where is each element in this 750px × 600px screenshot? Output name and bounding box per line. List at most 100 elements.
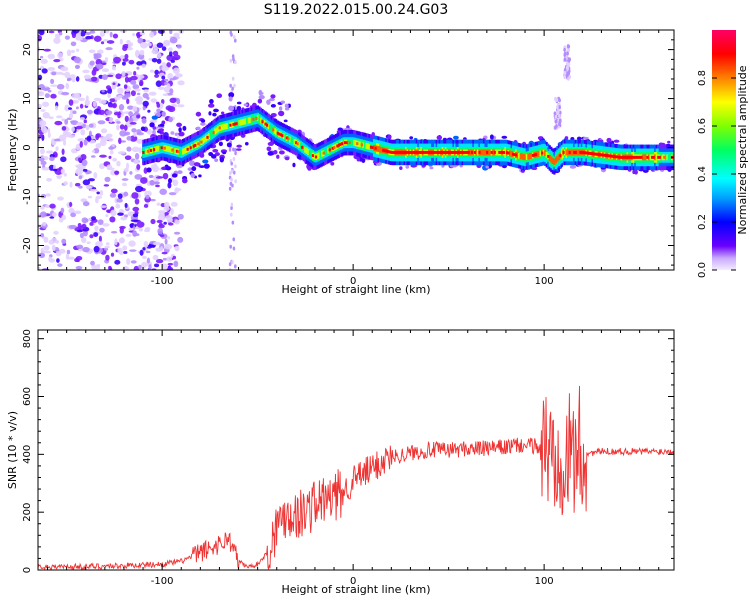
ridge-cell: [429, 150, 432, 154]
noise-blob: [147, 109, 151, 113]
noise-blob: [553, 111, 557, 116]
noise-blob: [155, 258, 164, 264]
noise-blob: [230, 177, 233, 182]
ridge-cell: [641, 154, 645, 161]
noise-blob: [174, 73, 183, 78]
noise-blob: [97, 120, 106, 125]
noise-blob: [554, 114, 558, 119]
noise-blob: [118, 250, 124, 256]
ridge-cell: [427, 150, 431, 154]
noise-blob: [134, 153, 140, 160]
ridge-cell: [183, 147, 186, 154]
noise-blob: [116, 198, 123, 203]
noise-blob: [48, 256, 53, 262]
noise-blob: [109, 31, 113, 38]
noise-blob: [75, 266, 83, 270]
ridge-cell: [609, 154, 612, 158]
noise-blob: [76, 259, 80, 263]
noise-blob: [95, 241, 103, 248]
ridge-cell: [510, 150, 513, 157]
ridge-halo: [193, 162, 200, 167]
ridge-halo: [634, 169, 638, 175]
noise-blob: [164, 212, 169, 216]
ridge-cell: [314, 155, 318, 159]
noise-blob: [158, 224, 165, 229]
snr-xtick-label: 100: [535, 576, 554, 587]
noise-blob: [234, 148, 237, 153]
noise-blob: [130, 80, 137, 85]
ridge-cell: [628, 155, 631, 159]
ridge-cell: [241, 119, 244, 126]
ridge-cell: [351, 139, 354, 146]
ridge-cell: [651, 155, 654, 159]
noise-blob: [64, 71, 71, 79]
snr-axes: -100 0 100 0 200 400 600 800: [22, 329, 674, 587]
noise-blob: [156, 42, 164, 48]
ridge-cell: [449, 150, 452, 154]
noise-blob: [106, 209, 111, 213]
noise-blob: [75, 143, 81, 151]
ridge-cell: [579, 150, 582, 154]
noise-blob: [38, 157, 45, 162]
ridge-cell: [143, 149, 146, 155]
noise-blob: [118, 137, 122, 145]
ridge-halo: [459, 164, 463, 168]
ridge-cell: [657, 155, 660, 159]
noise-blob: [56, 71, 64, 75]
ridge-cell: [669, 154, 672, 161]
noise-blob: [566, 51, 569, 56]
ridge-cell: [565, 149, 568, 156]
noise-blob: [121, 96, 128, 100]
noise-blob: [167, 72, 173, 80]
ridge-cell: [441, 150, 444, 154]
ridge-cell: [388, 150, 391, 154]
noise-blob: [169, 36, 178, 44]
noise-blob: [564, 67, 567, 72]
noise-blob: [136, 164, 141, 170]
ridge-cell: [403, 150, 406, 154]
noise-blob: [128, 249, 137, 252]
noise-blob: [100, 128, 108, 134]
spectrogram-frame: [37, 29, 675, 271]
ridge-halo: [569, 165, 577, 169]
ridge-cell: [171, 148, 174, 152]
ridge-cell: [658, 155, 661, 159]
ridge-halo: [146, 167, 152, 173]
noise-blob: [130, 75, 138, 81]
ridge-cell: [661, 154, 664, 161]
ridge-cell: [401, 150, 405, 154]
ridge-cell: [592, 152, 596, 156]
noise-blob: [139, 49, 145, 56]
noise-blob: [169, 97, 177, 104]
ridge-halo: [280, 100, 285, 104]
noise-blob: [83, 139, 88, 146]
ridge-cell: [423, 150, 426, 154]
noise-blob: [96, 191, 100, 195]
ridge-cell: [585, 151, 588, 155]
ridge-cell: [148, 147, 151, 154]
noise-blob: [124, 115, 129, 123]
noise-blob: [105, 254, 110, 261]
ridge-cell: [652, 155, 655, 159]
noise-blob: [142, 100, 149, 107]
noise-blob: [117, 193, 123, 199]
ridge-cell: [198, 140, 201, 146]
ridge-cell: [446, 150, 449, 154]
ridge-cell: [649, 154, 652, 161]
noise-blob: [232, 170, 236, 175]
noise-blob: [164, 41, 171, 45]
ridge-cell: [253, 116, 256, 122]
noise-blob: [113, 56, 122, 64]
ridge-halo: [195, 111, 202, 117]
noise-blob: [173, 260, 179, 268]
noise-blob: [157, 30, 165, 34]
ridge-cell: [597, 153, 600, 156]
noise-blob: [162, 257, 168, 261]
ridge-cell: [518, 152, 521, 159]
noise-blob: [38, 252, 46, 259]
noise-blob: [78, 175, 83, 180]
noise-blob: [86, 109, 93, 115]
noise-blob: [98, 99, 107, 104]
ridge-cell: [660, 154, 663, 161]
